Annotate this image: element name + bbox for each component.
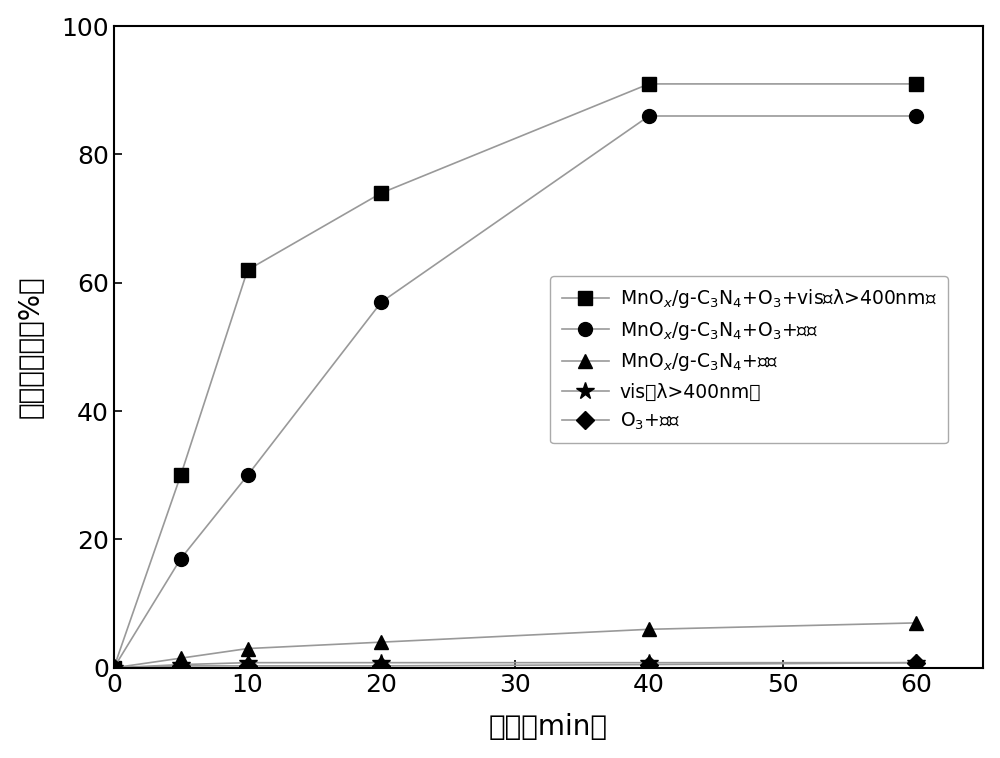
X-axis label: 时间（min）: 时间（min） [489,713,608,741]
Y-axis label: 草酸去除率（%）: 草酸去除率（%） [17,276,45,418]
Legend: MnO$_x$/g-C$_3$N$_4$+O$_3$+vis（λ>400nm）, MnO$_x$/g-C$_3$N$_4$+O$_3$+避光, MnO$_x$/: MnO$_x$/g-C$_3$N$_4$+O$_3$+vis（λ>400nm）,… [550,276,948,443]
